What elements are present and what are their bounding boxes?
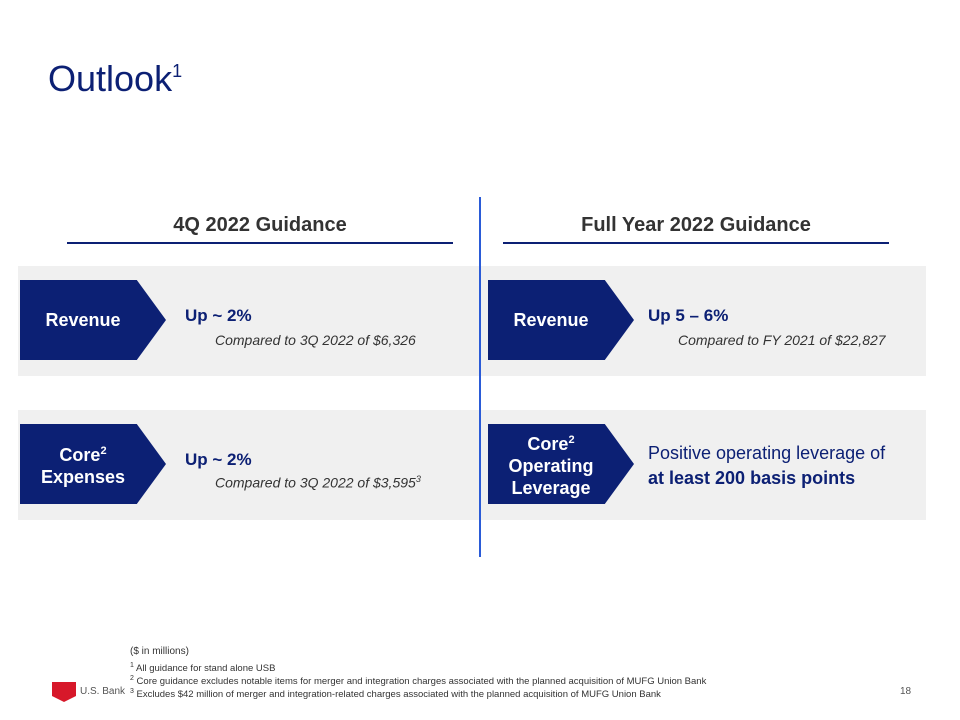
footnote-text: All guidance for stand alone USB	[136, 663, 276, 675]
footnote-number: 2	[130, 675, 134, 682]
footnote-text: Excludes $42 million of merger and integ…	[136, 689, 661, 701]
label-chevron: Core2 Expenses	[20, 424, 166, 504]
label-text: Operating Leverage	[508, 456, 594, 498]
headline: Up 5 – 6%	[648, 306, 729, 325]
label-chevron: Core2 Operating Leverage	[488, 424, 634, 504]
footnote: 1 All guidance for stand alone USB	[130, 662, 275, 674]
guidance-text: Positive operating leverage of at least 2…	[648, 441, 928, 491]
detail-footnote: 3	[415, 474, 421, 484]
row-band	[18, 266, 926, 376]
heading-rule	[67, 242, 453, 244]
column-heading: Full Year 2022 Guidance	[581, 214, 811, 236]
label-text: Expenses	[40, 467, 126, 487]
detail: Compared to 3Q 2022 of $3,5953	[215, 474, 421, 491]
text-bold: at least 200 basis points	[648, 468, 856, 488]
footnote-number: 3	[130, 688, 134, 695]
label-chevron: Revenue	[488, 280, 634, 360]
label-text: Revenue	[45, 310, 121, 330]
label-text: Core	[59, 445, 101, 465]
footnote: 2 Core guidance excludes notable items f…	[130, 675, 706, 687]
label-text: Revenue	[513, 310, 589, 330]
title-text: Outlook	[48, 58, 173, 99]
page-number: 18	[900, 686, 912, 697]
detail: Compared to FY 2021 of $22,827	[678, 332, 886, 348]
text-regular: Positive operating leverage of	[648, 443, 886, 463]
label-footnote: 2	[100, 445, 107, 457]
detail-text: Compared to 3Q 2022 of $3,595	[215, 474, 416, 491]
label-footnote: 2	[568, 434, 575, 446]
units-note: ($ in millions)	[130, 646, 189, 657]
heading-rule	[503, 242, 889, 244]
footnote: 3 Excludes $42 million of merger and int…	[130, 688, 661, 700]
detail: Compared to 3Q 2022 of $6,326	[215, 332, 416, 348]
headline: Up ~ 2%	[185, 450, 252, 469]
title-footnote: 1	[172, 61, 183, 81]
label-chevron: Revenue	[20, 280, 166, 360]
logo-mark	[52, 682, 76, 702]
footnote-number: 1	[130, 662, 134, 669]
divider	[479, 197, 481, 557]
slide-title: Outlook1	[48, 58, 182, 100]
headline: Up ~ 2%	[185, 306, 252, 325]
logo-text: U.S. Bank	[80, 686, 126, 697]
row-band	[18, 410, 926, 520]
footnote-text: Core guidance excludes notable items for…	[136, 676, 707, 688]
column-heading: 4Q 2022 Guidance	[173, 214, 347, 236]
label-text: Core	[527, 434, 569, 454]
